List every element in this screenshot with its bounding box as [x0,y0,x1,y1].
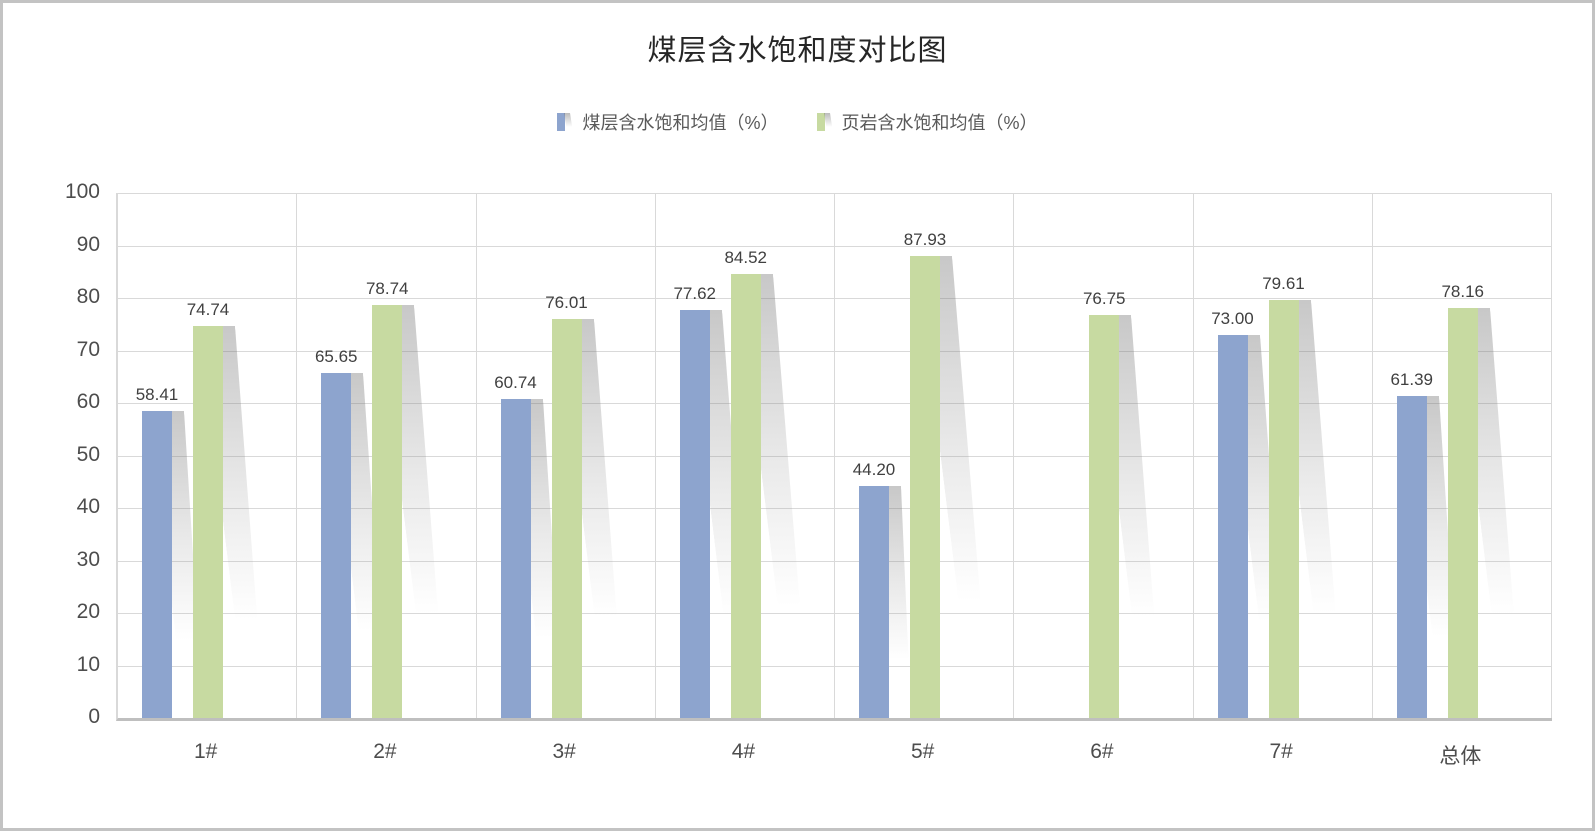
bar-coal-5# [859,485,889,718]
gridline-horizontal [118,403,1552,404]
coal-series-marker-icon [557,113,573,131]
bar-shale-6# [1089,315,1120,718]
x-category-label: 3# [552,740,576,763]
gridline-vertical [1371,193,1373,718]
bar-shale-3# [551,318,582,718]
bar-coal-7# [1217,334,1248,718]
y-tick-label: 100 [64,180,100,203]
gridline-horizontal [118,508,1552,509]
gridline-horizontal [118,613,1552,614]
legend-marker-bar [816,113,825,131]
bar-value-label: 78.74 [365,278,409,298]
y-tick-label: 80 [76,285,100,308]
bar-value-label: 74.74 [186,299,230,319]
gridline-vertical [1192,193,1194,718]
x-category-label: 5# [910,740,935,763]
bar-value-label: 58.41 [135,385,179,405]
chart-title: 煤层含水饱和度对比图 [647,35,948,67]
bar-value-label: 61.39 [1390,369,1434,389]
bar-value-label: 65.65 [314,347,358,367]
bar-shale-1# [193,325,223,718]
legend: 煤层含水饱和均值（%） 页岩含水饱和均值（%） [3,109,1592,135]
y-tick-label: 90 [76,232,100,256]
bar-value-label: 78.16 [1441,281,1485,301]
bar-coal-1# [142,411,172,718]
bar-coal-3# [500,399,531,718]
legend-label: 页岩含水饱和均值（%） [841,113,1038,133]
y-tick-label: 40 [76,495,100,518]
legend-marker-shadow [823,113,832,127]
x-category-label: 7# [1269,740,1293,763]
x-category-label: 4# [731,740,756,763]
bar-shale-2# [372,304,403,718]
bar-shale-4# [730,274,761,718]
gridline-horizontal [118,193,1552,194]
gridline-vertical [834,193,835,718]
gridline-horizontal [118,298,1552,299]
bar-shale-7# [1268,300,1299,718]
legend-marker-bar [557,113,566,131]
y-tick-label: 50 [76,442,100,466]
bar-value-label: 87.93 [903,230,947,250]
y-tick-label: 0 [88,705,100,728]
bar-coal-总体 [1396,395,1427,718]
gridline-vertical [296,193,298,718]
legend-label: 煤层含水饱和均值（%） [582,113,779,133]
gridline-vertical [1551,193,1552,718]
bar-value-label: 73.00 [1211,308,1254,328]
gridline-horizontal [118,350,1552,352]
gridline-vertical [475,193,477,718]
bar-value-label: 77.62 [673,284,717,304]
gridline-vertical [1013,193,1015,718]
legend-marker-shadow [564,113,573,127]
legend-item-shale: 页岩含水饱和均值（%） [816,109,1038,135]
y-tick-label: 20 [76,600,100,623]
y-tick-label: 10 [76,652,100,676]
gridline-horizontal [118,245,1552,247]
bar-value-label: 84.52 [724,248,768,268]
x-category-label: 2# [373,740,397,763]
shale-series-marker-icon [816,113,833,131]
gridline-horizontal [118,560,1552,562]
bar-value-label: 44.20 [852,459,896,479]
bar-value-label: 60.74 [494,373,537,393]
gridline-horizontal [118,665,1552,667]
y-tick-label: 70 [76,337,100,361]
bar-coal-4# [679,310,710,718]
x-category-label: 6# [1090,740,1114,763]
x-category-label: 总体 [1439,745,1482,768]
bar-shale-总体 [1447,307,1478,718]
x-category-label: 1# [193,740,218,763]
bar-shale-5# [910,256,940,718]
legend-item-coal: 煤层含水饱和均值（%） [557,109,779,135]
gridline-vertical [654,193,656,718]
bar-value-label: 79.61 [1262,274,1305,294]
y-tick-label: 60 [76,390,100,413]
plot-area: 58.41 65.65 60.74 77.62 44.20 73.00 61.39 74.74… [116,193,1552,721]
gridline-horizontal [118,455,1552,457]
bar-value-label: 76.75 [1082,289,1126,309]
y-tick-label: 30 [76,547,100,571]
bar-coal-2# [321,373,352,718]
bar-value-label: 76.01 [545,292,588,312]
